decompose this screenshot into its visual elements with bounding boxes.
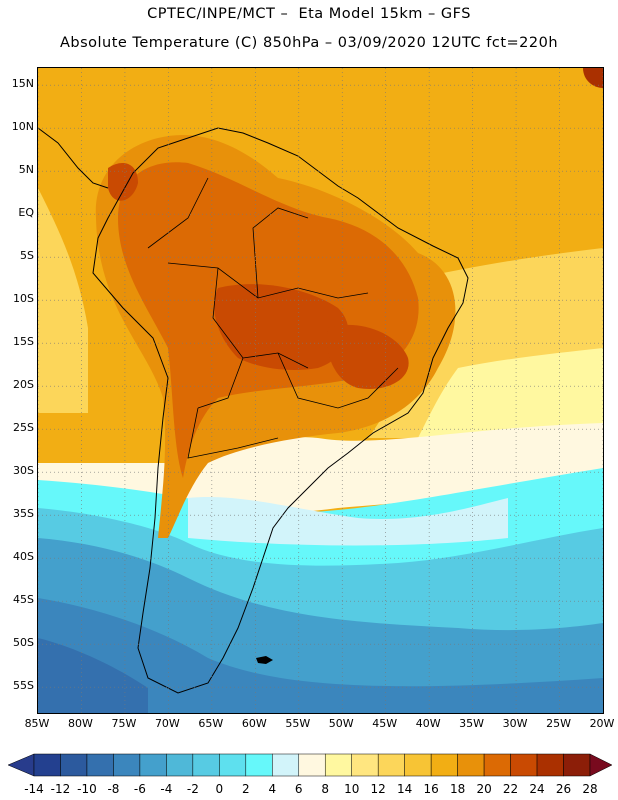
falkland-islands <box>256 656 273 664</box>
colorbar-swatch <box>298 753 326 777</box>
field-hottest-3 <box>108 163 138 201</box>
lon-tick-label: 20W <box>589 717 615 730</box>
lon-tick-label: 65W <box>198 717 224 730</box>
lon-tick-label: 75W <box>111 717 137 730</box>
colorbar-swatch <box>219 753 247 777</box>
colorbar-tick-label: -14 <box>24 782 44 796</box>
field-pale-atlantic <box>418 348 603 438</box>
field-navy <box>38 638 148 713</box>
colorbar-tick-label: 8 <box>321 782 330 796</box>
colorbar-tick-label: -12 <box>50 782 71 796</box>
colorbar-tick-label: 22 <box>502 782 519 796</box>
colorbar-swatch <box>113 753 141 777</box>
colorbar-tick-label: 14 <box>397 782 413 796</box>
lat-tick-label: 5N <box>18 163 34 177</box>
chart-subtitle: Absolute Temperature (C) 850hPa – 03/09/… <box>59 35 559 51</box>
field-hottest-1 <box>214 284 349 370</box>
colorbar-swatch <box>245 753 273 777</box>
colorbar-tick-label: 28 <box>582 782 598 796</box>
colorbar-tick-label: 10 <box>344 782 360 796</box>
lon-tick-label: 85W <box>24 717 50 730</box>
colorbar-tick-label: -4 <box>160 782 173 796</box>
colorbar-swatch <box>192 753 220 777</box>
lat-tick-label: 45S <box>13 593 34 607</box>
lat-tick-label: 15N <box>11 77 34 91</box>
colorbar-swatch <box>324 753 352 777</box>
lon-tick-label: 45W <box>372 717 398 730</box>
colorbar-swatch <box>272 753 300 777</box>
colorbar-tick-label: 2 <box>241 782 250 796</box>
colorbar-tick-label: 4 <box>268 782 277 796</box>
lon-tick-label: 70W <box>154 717 180 730</box>
colorbar-swatch <box>404 753 432 777</box>
colorbar-swatch <box>510 753 538 777</box>
lon-tick-label: 35W <box>459 717 485 730</box>
field-hottest-2 <box>327 324 409 389</box>
colorbar-tick-label: 0 <box>215 782 224 796</box>
lat-tick-label: 50S <box>13 636 34 650</box>
field-lightcyan <box>188 497 508 546</box>
colorbar-tick-label: -6 <box>133 782 146 796</box>
colorbar-tick-label: 18 <box>449 782 466 796</box>
lat-tick-label: EQ <box>18 206 34 220</box>
colorbar-tick-label: 26 <box>555 782 572 796</box>
colorbar-swatch <box>166 753 194 777</box>
colorbar-tick-label: -2 <box>186 782 199 796</box>
field-deepblue <box>38 598 603 713</box>
lon-tick-label: 80W <box>68 717 93 730</box>
lon-tick-label: 40W <box>415 717 441 730</box>
colorbar-swatch <box>86 753 114 777</box>
colorbar-high-extend <box>589 753 613 777</box>
lat-tick-label: 30S <box>13 464 34 478</box>
lat-tick-label: 20S <box>13 378 34 392</box>
colorbar-swatch <box>563 753 591 777</box>
lat-tick-label: 10S <box>13 292 34 306</box>
lat-tick-label: 5S <box>20 249 34 263</box>
lat-tick-label: 55S <box>13 679 34 693</box>
lon-tick-label: 60W <box>241 717 267 730</box>
colorbar-swatch <box>483 753 511 777</box>
colorbar-swatch <box>139 753 167 777</box>
borders <box>147 177 399 459</box>
colorbar-tick-label: 20 <box>476 782 492 796</box>
lon-tick-label: 30W <box>502 717 528 730</box>
colorbar <box>7 753 613 777</box>
temperature-map <box>38 68 603 713</box>
lat-tick-label: 15S <box>13 335 34 349</box>
colorbar-tick-label: 16 <box>423 782 439 796</box>
coastline-central-america <box>38 127 109 189</box>
lat-tick-label: 25S <box>13 421 34 435</box>
lat-tick-label: 40S <box>13 550 34 564</box>
colorbar-swatch <box>351 753 379 777</box>
lon-tick-label: 25W <box>546 717 571 730</box>
lat-tick-label: 35S <box>13 507 34 521</box>
colorbar-swatch <box>33 753 61 777</box>
colorbar-tick-label: 24 <box>529 782 545 796</box>
colorbar-swatch <box>457 753 485 777</box>
coastline-south-america <box>92 127 469 694</box>
colorbar-tick-label: -10 <box>77 782 97 796</box>
map-panel <box>37 67 604 714</box>
colorbar-swatch <box>377 753 405 777</box>
lat-tick-label: 10N <box>11 120 34 134</box>
colorbar-swatch <box>60 753 88 777</box>
colorbar-tick-label: -8 <box>107 782 120 796</box>
lon-tick-label: 50W <box>328 717 354 730</box>
lon-tick-label: 55W <box>285 717 311 730</box>
colorbar-swatch <box>430 753 458 777</box>
colorbar-tick-label: 12 <box>370 782 386 796</box>
chart-title: CPTEC/INPE/MCT – Eta Model 15km – GFS <box>147 6 471 22</box>
colorbar-low-extend <box>7 753 35 777</box>
colorbar-swatch <box>536 753 564 777</box>
field-hottest-4 <box>583 68 603 88</box>
colorbar-tick-label: 6 <box>294 782 303 796</box>
